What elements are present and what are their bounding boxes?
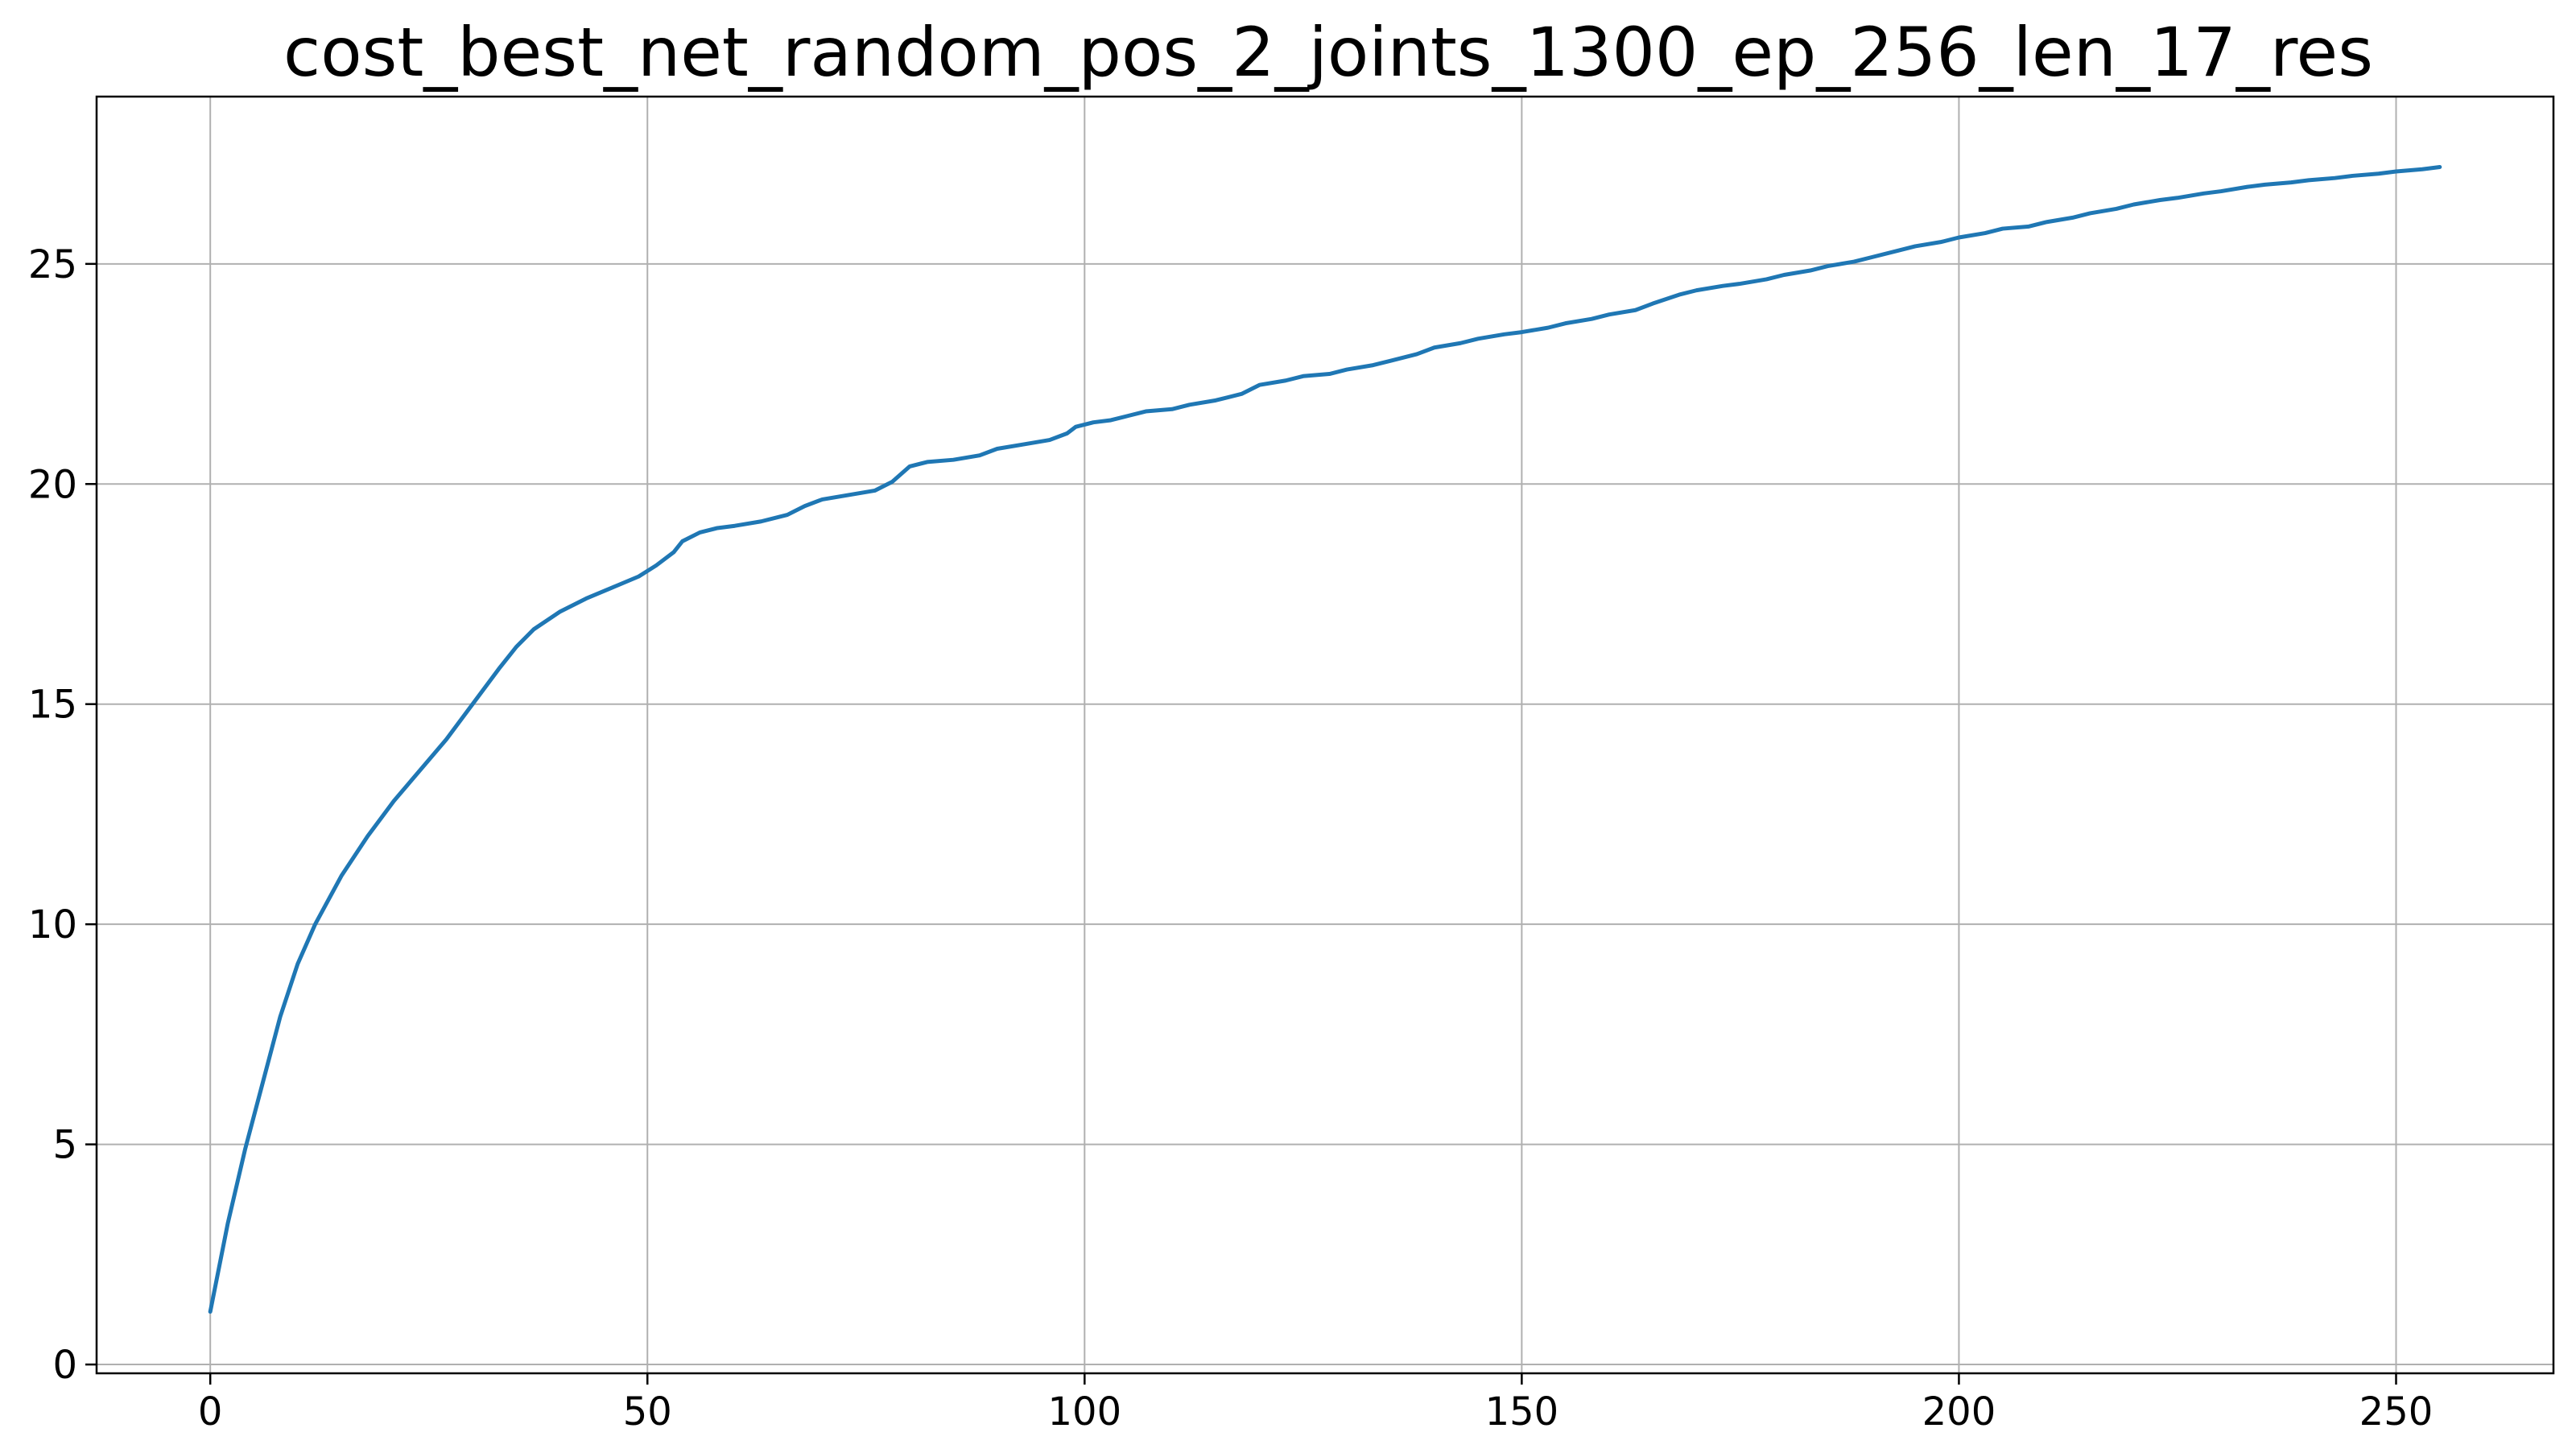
x-tick-label: 0 [198,1389,223,1434]
y-tick-label: 5 [52,1123,77,1168]
x-tick-label: 250 [2359,1389,2434,1434]
x-tick-label: 100 [1048,1389,1122,1434]
y-tick-label: 20 [28,462,77,507]
cost-series-line [208,165,2442,1314]
x-tick-label: 50 [623,1389,672,1434]
x-tick-label: 200 [1922,1389,1996,1434]
y-tick-label: 0 [52,1343,77,1388]
y-tick-label: 15 [28,683,77,728]
y-tick-label: 10 [28,902,77,947]
axes-frame [95,95,2555,1375]
chart-title: cost_best_net_random_pos_2_joints_1300_e… [283,13,2373,92]
x-tick-label: 150 [1485,1389,1559,1434]
series-layer [208,165,2442,1314]
ticks-layer: 0 50 100 150 200 250 0 5 10 15 20 25 [28,242,2433,1434]
y-tick-label: 25 [28,242,77,287]
grid-layer [97,97,2553,1373]
